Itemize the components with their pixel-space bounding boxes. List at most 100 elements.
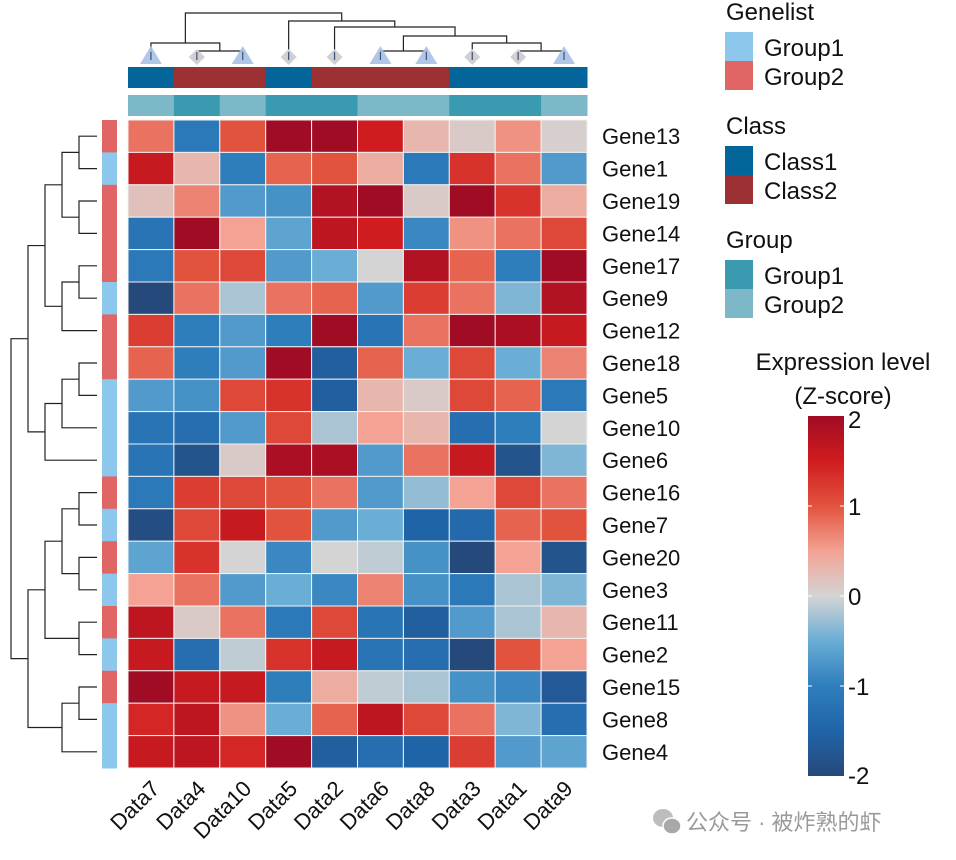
heatmap-cell [402, 216, 450, 251]
colorbar-tick-label: 2 [848, 407, 861, 434]
dendrogram-branch [78, 492, 97, 526]
heatmap-cell [311, 151, 359, 186]
heatmap-cell [173, 346, 221, 380]
heatmap-cell [219, 670, 267, 704]
heatmap-cell [402, 346, 450, 380]
heatmap-cell [311, 637, 359, 672]
legend-swatch [725, 146, 753, 175]
colorbar-tick-label: -2 [848, 763, 869, 790]
col-annotation-cell [449, 95, 496, 116]
heatmap-cell [540, 573, 588, 607]
heatmap-cell [494, 184, 542, 218]
row-label: Gene17 [602, 254, 680, 279]
heatmap-cell [265, 378, 313, 413]
row-annotation-cell [102, 606, 117, 639]
heatmap-cell [402, 670, 450, 704]
heatmap-cell [219, 281, 267, 315]
heatmap-cell [127, 313, 175, 348]
row-label: Gene13 [602, 124, 680, 149]
legend-swatch [725, 175, 753, 204]
row-annotation-cell [102, 476, 117, 510]
heatmap-cell [219, 249, 267, 283]
heatmap-cell [402, 184, 450, 218]
heatmap-cell [219, 378, 267, 413]
heatmap-cell [127, 411, 175, 445]
dendrogram-branch [78, 556, 97, 591]
heatmap-cell [127, 249, 175, 283]
heatmap-cell [173, 249, 221, 283]
dendrogram-branch [78, 362, 97, 396]
col-label: Data6 [335, 776, 394, 835]
heatmap-cell [448, 605, 496, 639]
heatmap-cell [494, 702, 542, 737]
row-label: Gene7 [602, 513, 668, 538]
heatmap-cell [127, 151, 175, 186]
heatmap-cell [357, 443, 404, 477]
heatmap-cell [540, 475, 588, 510]
heatmap-cell [173, 475, 221, 510]
heatmap-cell [402, 281, 450, 315]
heatmap-cell [311, 702, 359, 737]
col-annotation-cell [357, 95, 404, 116]
col-annotation-cell [219, 67, 267, 88]
heatmap-cell [173, 735, 221, 769]
heatmap-cell [357, 508, 404, 542]
dendrogram-branch [61, 508, 79, 575]
heatmap-cell [311, 475, 359, 510]
dendrogram-branch [78, 265, 97, 299]
heatmap-cell [357, 346, 404, 380]
heatmap-cell [448, 573, 496, 607]
heatmap-cell [219, 119, 267, 153]
heatmap-cell [402, 249, 450, 283]
row-label: Gene3 [602, 578, 668, 603]
heatmap-cell [311, 249, 359, 283]
heatmap-cell [448, 670, 496, 704]
heatmap-cell [540, 184, 588, 218]
heatmap-cell [265, 540, 313, 575]
heatmap-cell [540, 735, 588, 769]
heatmap-cell [311, 411, 359, 445]
heatmap-cell [402, 605, 450, 639]
col-annotation-cell [541, 67, 588, 88]
heatmap-cell [127, 637, 175, 672]
row-annotation-cell [102, 670, 117, 704]
heatmap-cell [127, 735, 175, 769]
heatmap-cell [494, 346, 542, 380]
heatmap-cell [173, 151, 221, 186]
heatmap-cell [494, 605, 542, 639]
heatmap-cell [173, 443, 221, 477]
col-label: Data9 [518, 776, 577, 835]
heatmap-cell [540, 151, 588, 186]
heatmap-cell [127, 184, 175, 218]
heatmap-cell [540, 540, 588, 575]
col-annotation-cell [219, 95, 267, 116]
heatmap-cell [219, 475, 267, 510]
heatmap-cell [265, 508, 313, 542]
row-label: Gene5 [602, 383, 668, 408]
heatmap-cell [127, 378, 175, 413]
heatmap-cell [540, 378, 588, 413]
heatmap-cell [219, 151, 267, 186]
heatmap-cell [357, 216, 404, 251]
heatmap-cell [494, 281, 542, 315]
heatmap-cell [494, 475, 542, 510]
heatmap-cell [311, 281, 359, 315]
heatmap-cell [540, 702, 588, 737]
heatmap-cell [357, 411, 404, 445]
colorbar-tick-label: -1 [848, 674, 869, 701]
heatmap-cell [127, 346, 175, 380]
legend-label: Class2 [764, 178, 837, 205]
heatmap-cell [357, 573, 404, 607]
heatmap-cell [127, 216, 175, 251]
heatmap-cell [311, 735, 359, 769]
heatmap-cell [127, 670, 175, 704]
heatmap-cell [127, 443, 175, 477]
row-label: Gene4 [602, 740, 668, 765]
heatmap-cell [494, 443, 542, 477]
col-annotation-cell [128, 95, 175, 116]
dendrogram-branch [196, 50, 244, 55]
heatmap-cell [540, 119, 588, 153]
row-annotation-cell [102, 638, 117, 672]
heatmap-cell [219, 637, 267, 672]
